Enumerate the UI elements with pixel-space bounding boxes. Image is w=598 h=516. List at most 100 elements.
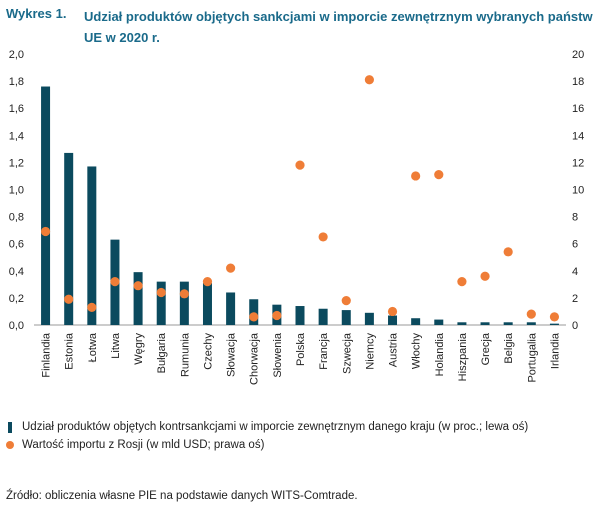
x-tick-label: Węgry xyxy=(133,333,145,365)
y-right-tick-label: 16 xyxy=(572,103,584,115)
x-tick-label: Finlandia xyxy=(41,332,53,378)
x-tick-label: Austria xyxy=(388,332,400,367)
bar xyxy=(41,86,51,325)
x-tick-label: Włochy xyxy=(411,333,423,370)
legend: Udział produktów objętych kontrsankcjami… xyxy=(6,418,528,454)
y-left-tick-label: 1,6 xyxy=(9,103,24,115)
x-tick-label: Chorwacja xyxy=(249,332,261,385)
y-right-tick-label: 6 xyxy=(572,239,578,251)
dot xyxy=(318,232,328,242)
bar xyxy=(133,272,143,325)
bar xyxy=(226,292,236,325)
y-left-tick-label: 1,4 xyxy=(9,130,24,142)
figure-label: Wykres 1. xyxy=(6,6,67,21)
y-right-tick-label: 20 xyxy=(572,49,584,61)
dot xyxy=(503,247,513,257)
dot xyxy=(40,226,51,237)
dot xyxy=(87,302,97,312)
y-left-tick-label: 0,0 xyxy=(9,320,24,332)
dot xyxy=(156,287,166,298)
y-right-tick-label: 2 xyxy=(572,293,578,305)
x-tick-label: Niemcy xyxy=(364,333,376,370)
x-tick-label: Szwecja xyxy=(341,332,353,374)
dot xyxy=(64,294,74,304)
x-tick-label: Hiszpania xyxy=(457,332,469,381)
dot xyxy=(434,169,444,180)
bar xyxy=(526,322,536,325)
dot xyxy=(480,271,490,281)
bar xyxy=(249,299,259,325)
dot xyxy=(341,296,351,306)
y-right-tick-label: 8 xyxy=(572,212,578,224)
x-tick-label: Irlandia xyxy=(549,332,561,369)
y-left-tick-label: 0,4 xyxy=(9,266,24,278)
dot xyxy=(295,160,305,170)
y-left-tick-label: 0,8 xyxy=(9,212,24,224)
bar xyxy=(549,323,559,325)
bar xyxy=(341,310,351,325)
x-tick-label: Polska xyxy=(295,332,307,366)
y-right-tick-label: 10 xyxy=(572,185,584,197)
y-right-tick-label: 4 xyxy=(572,266,578,278)
bar xyxy=(87,166,97,325)
y-left-tick-label: 0,6 xyxy=(9,239,24,251)
bar xyxy=(434,319,444,325)
x-tick-label: Bułgaria xyxy=(156,332,168,373)
y-left-tick-label: 2,0 xyxy=(9,49,24,61)
dot xyxy=(457,277,467,287)
y-left-tick-label: 1,8 xyxy=(9,76,24,88)
x-tick-label: Litwa xyxy=(110,332,122,359)
y-right-tick-label: 14 xyxy=(572,130,584,142)
dot xyxy=(249,312,259,322)
legend-dot-swatch xyxy=(6,441,14,449)
bar xyxy=(179,281,189,325)
legend-bar-swatch xyxy=(8,421,12,433)
dot xyxy=(226,263,236,273)
x-tick-label: Belgia xyxy=(503,332,515,363)
bar xyxy=(411,318,421,325)
x-tick-label: Rumunia xyxy=(179,332,191,377)
y-left-tick-label: 1,2 xyxy=(9,157,24,169)
x-tick-label: Słowacja xyxy=(226,332,238,377)
legend-item-bars: Udział produktów objętych kontrsankcjami… xyxy=(6,418,528,436)
dot xyxy=(526,309,536,319)
x-tick-label: Łotwa xyxy=(87,332,99,362)
bar xyxy=(295,306,305,325)
bar xyxy=(480,322,490,325)
bar xyxy=(457,322,467,325)
y-left-tick-label: 0,2 xyxy=(9,293,24,305)
y-right-tick-label: 0 xyxy=(572,320,578,332)
dot xyxy=(110,277,120,287)
dot xyxy=(387,306,398,317)
y-right-tick-label: 12 xyxy=(572,157,584,169)
legend-item-dots: Wartość importu z Rosji (w mld USD; praw… xyxy=(6,436,528,454)
bar xyxy=(503,322,513,325)
dot xyxy=(549,312,560,322)
x-tick-label: Grecja xyxy=(480,332,492,365)
x-tick-label: Francja xyxy=(318,332,330,370)
source-note: Źródło: obliczenia własne PIE na podstaw… xyxy=(6,490,358,502)
x-tick-label: Portugalia xyxy=(526,332,538,382)
dot xyxy=(364,75,374,85)
x-tick-label: Słowenia xyxy=(272,332,284,378)
chart-title: Udział produktów objętych sankcjami w im… xyxy=(84,9,593,45)
dot xyxy=(202,277,213,287)
y-left-tick-label: 1,0 xyxy=(9,185,24,197)
bar xyxy=(202,282,212,325)
dot xyxy=(133,281,143,291)
bar xyxy=(64,152,74,325)
chart-svg: 0,0 0,2 0,4 0,6 0,8 1,0 1,2 1,4 1,6 1,8 2,0 0 2 4 6 8 10… xyxy=(9,49,585,385)
dot xyxy=(411,171,421,181)
dot xyxy=(272,310,282,321)
x-tick-label: Estonia xyxy=(64,332,76,370)
bar xyxy=(388,315,398,325)
bar xyxy=(318,308,328,325)
x-tick-label: Holandia xyxy=(434,332,446,376)
legend-dots-label: Wartość importu z Rosji (w mld USD; praw… xyxy=(22,439,265,451)
legend-bars-label: Udział produktów objętych kontrsankcjami… xyxy=(22,421,529,433)
y-right-tick-label: 18 xyxy=(572,76,584,88)
x-tick-label: Czechy xyxy=(202,333,214,370)
bar xyxy=(364,312,374,325)
dot xyxy=(179,289,189,299)
bar xyxy=(156,281,166,325)
